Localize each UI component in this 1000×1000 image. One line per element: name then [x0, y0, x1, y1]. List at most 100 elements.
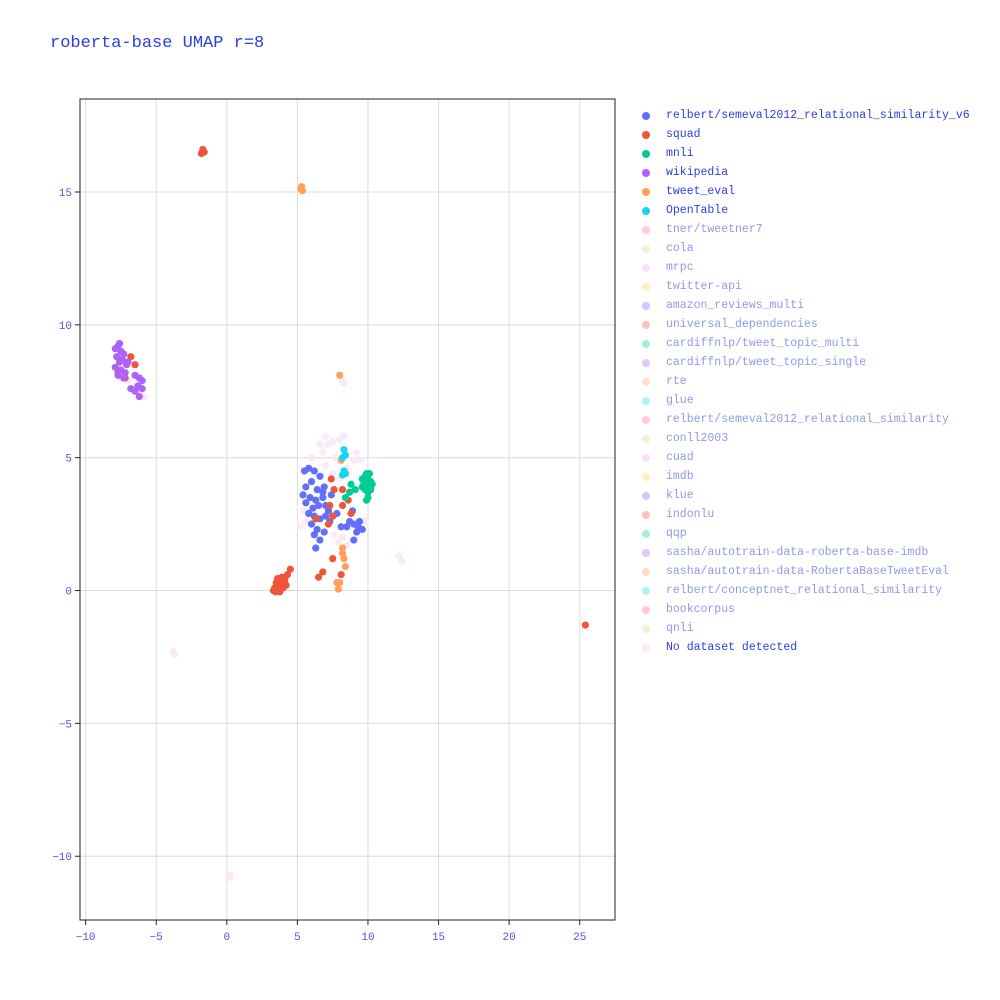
legend-label: sasha/autotrain-data-roberta-base-imdb — [666, 546, 929, 559]
point-mnli — [365, 470, 373, 478]
legend-item-indonlu[interactable]: indonlu — [638, 505, 970, 524]
point-relbert-semeval2012-relational-similarity-v6 — [314, 501, 323, 510]
legend-item-relbert-conceptnet-relational-similarity[interactable]: relbert/conceptnet_relational_similarity — [638, 581, 970, 600]
point-relbert-semeval2012-relational-similarity-v6 — [307, 478, 316, 486]
point-relbert-semeval2012-relational-similarity-v6 — [319, 488, 327, 496]
legend-marker — [642, 643, 650, 652]
point-squad — [326, 501, 334, 510]
legend-item-tweet-eval[interactable]: tweet_eval — [638, 182, 970, 201]
point-squad — [347, 509, 355, 518]
legend-item-cuad[interactable]: cuad — [638, 448, 970, 467]
point-squad — [330, 485, 338, 494]
point-squad — [276, 588, 284, 596]
point-relbert-semeval2012-relational-similarity-v6 — [302, 499, 310, 507]
legend-marker — [642, 263, 650, 272]
point-mnli — [341, 493, 349, 502]
legend-label: universal_dependencies — [666, 318, 818, 331]
point-no-dataset-detected — [395, 552, 403, 560]
point-wikipedia — [124, 358, 132, 366]
legend-item-squad[interactable]: squad — [638, 125, 970, 144]
legend-marker — [642, 472, 650, 481]
point-relbert-semeval2012-relational-similarity-v6 — [337, 523, 345, 531]
legend-marker — [642, 168, 650, 177]
point-tweet-eval — [333, 578, 341, 587]
point-relbert-semeval2012-relational-similarity-v6 — [307, 520, 316, 528]
legend-label: qnli — [666, 622, 694, 635]
point-no-dataset-detected — [296, 523, 304, 531]
point-relbert-semeval2012-relational-similarity-v6 — [358, 525, 366, 534]
x-tick-label: −10 — [76, 932, 96, 944]
x-tick-label: 5 — [294, 932, 301, 944]
legend-item-sasha-autotrain-data-roberta-base-imdb[interactable]: sasha/autotrain-data-roberta-base-imdb — [638, 543, 970, 562]
point-relbert-semeval2012-relational-similarity-v6 — [310, 467, 318, 475]
legend-label: squad — [666, 128, 701, 141]
point-relbert-semeval2012-relational-similarity-v6 — [343, 523, 351, 531]
legend-marker — [642, 605, 650, 614]
legend-label: twitter-api — [666, 280, 742, 293]
legend-label: klue — [666, 489, 694, 502]
legend-marker — [642, 567, 650, 576]
legend-item-mrpc[interactable]: mrpc — [638, 258, 970, 277]
point-no-dataset-detected — [338, 377, 347, 385]
legend-item-bookcorpus[interactable]: bookcorpus — [638, 600, 970, 619]
point-relbert-semeval2012-relational-similarity-v6 — [316, 536, 324, 544]
legend-item-cardiffnlp-tweet-topic-single[interactable]: cardiffnlp/tweet_topic_single — [638, 353, 970, 372]
legend-label: tner/tweetner7 — [666, 223, 763, 236]
point-squad — [319, 568, 327, 576]
legend-item-qnli[interactable]: qnli — [638, 619, 970, 638]
legend-item-opentable[interactable]: OpenTable — [638, 201, 970, 220]
legend-label: relbert/conceptnet_relational_similarity — [666, 584, 943, 597]
legend-marker — [642, 358, 650, 367]
point-no-dataset-detected — [329, 438, 337, 446]
point-relbert-semeval2012-relational-similarity-v6 — [322, 512, 330, 520]
point-relbert-semeval2012-relational-similarity-v6 — [355, 517, 364, 526]
point-squad — [327, 475, 335, 483]
legend-item-imdb[interactable]: imdb — [638, 467, 970, 486]
legend-label: imdb — [666, 470, 694, 483]
point-squad — [329, 512, 337, 520]
point-relbert-semeval2012-relational-similarity-v6 — [302, 483, 310, 491]
y-tick-label: −10 — [52, 852, 72, 864]
point-wikipedia — [120, 374, 128, 382]
point-squad — [338, 485, 347, 494]
legend-label: conll2003 — [666, 432, 729, 445]
y-tick-label: 0 — [65, 587, 72, 599]
legend-item-glue[interactable]: glue — [638, 391, 970, 410]
legend-marker — [642, 548, 650, 557]
point-no-dataset-detected — [361, 517, 369, 526]
legend-label: cardiffnlp/tweet_topic_multi — [666, 337, 860, 350]
legend-item-relbert-semeval2012-relational-similarity[interactable]: relbert/semeval2012_relational_similarit… — [638, 410, 970, 429]
point-squad — [127, 353, 135, 361]
point-relbert-semeval2012-relational-similarity-v6 — [346, 517, 354, 526]
legend-item-cardiffnlp-tweet-topic-multi[interactable]: cardiffnlp/tweet_topic_multi — [638, 334, 970, 353]
legend-item-rte[interactable]: rte — [638, 372, 970, 391]
legend-marker — [642, 529, 650, 538]
point-wikipedia — [127, 385, 135, 393]
legend-marker — [642, 320, 650, 329]
legend-item-relbert-semeval2012-relational-similarity-v6[interactable]: relbert/semeval2012_relational_similarit… — [638, 106, 970, 125]
legend-item-sasha-autotrain-data-robertabasetweeteval[interactable]: sasha/autotrain-data-RobertaBaseTweetEva… — [638, 562, 970, 581]
legend-item-universal-dependencies[interactable]: universal_dependencies — [638, 315, 970, 334]
legend-marker — [642, 339, 650, 348]
legend-item-wikipedia[interactable]: wikipedia — [638, 163, 970, 182]
legend-item-conll2003[interactable]: conll2003 — [638, 429, 970, 448]
legend-item-twitter-api[interactable]: twitter-api — [638, 277, 970, 296]
legend-item-no-dataset-detected[interactable]: No dataset detected — [638, 638, 970, 657]
point-relbert-semeval2012-relational-similarity-v6 — [350, 536, 358, 544]
point-wikipedia — [138, 377, 146, 385]
legend-label: glue — [666, 394, 694, 407]
point-squad — [131, 361, 139, 369]
legend-item-mnli[interactable]: mnli — [638, 144, 970, 163]
legend-item-amazon-reviews-multi[interactable]: amazon_reviews_multi — [638, 296, 970, 315]
legend-label: No dataset detected — [666, 641, 798, 654]
legend-item-qqp[interactable]: qqp — [638, 524, 970, 543]
point-mnli — [362, 496, 371, 504]
legend-item-cola[interactable]: cola — [638, 239, 970, 258]
legend: relbert/semeval2012_relational_similarit… — [638, 106, 970, 657]
legend-item-klue[interactable]: klue — [638, 486, 970, 505]
legend-item-tner-tweetner7[interactable]: tner/tweetner7 — [638, 220, 970, 239]
point-no-dataset-detected — [330, 531, 338, 539]
legend-marker — [642, 130, 650, 139]
point-no-dataset-detected — [302, 517, 310, 526]
